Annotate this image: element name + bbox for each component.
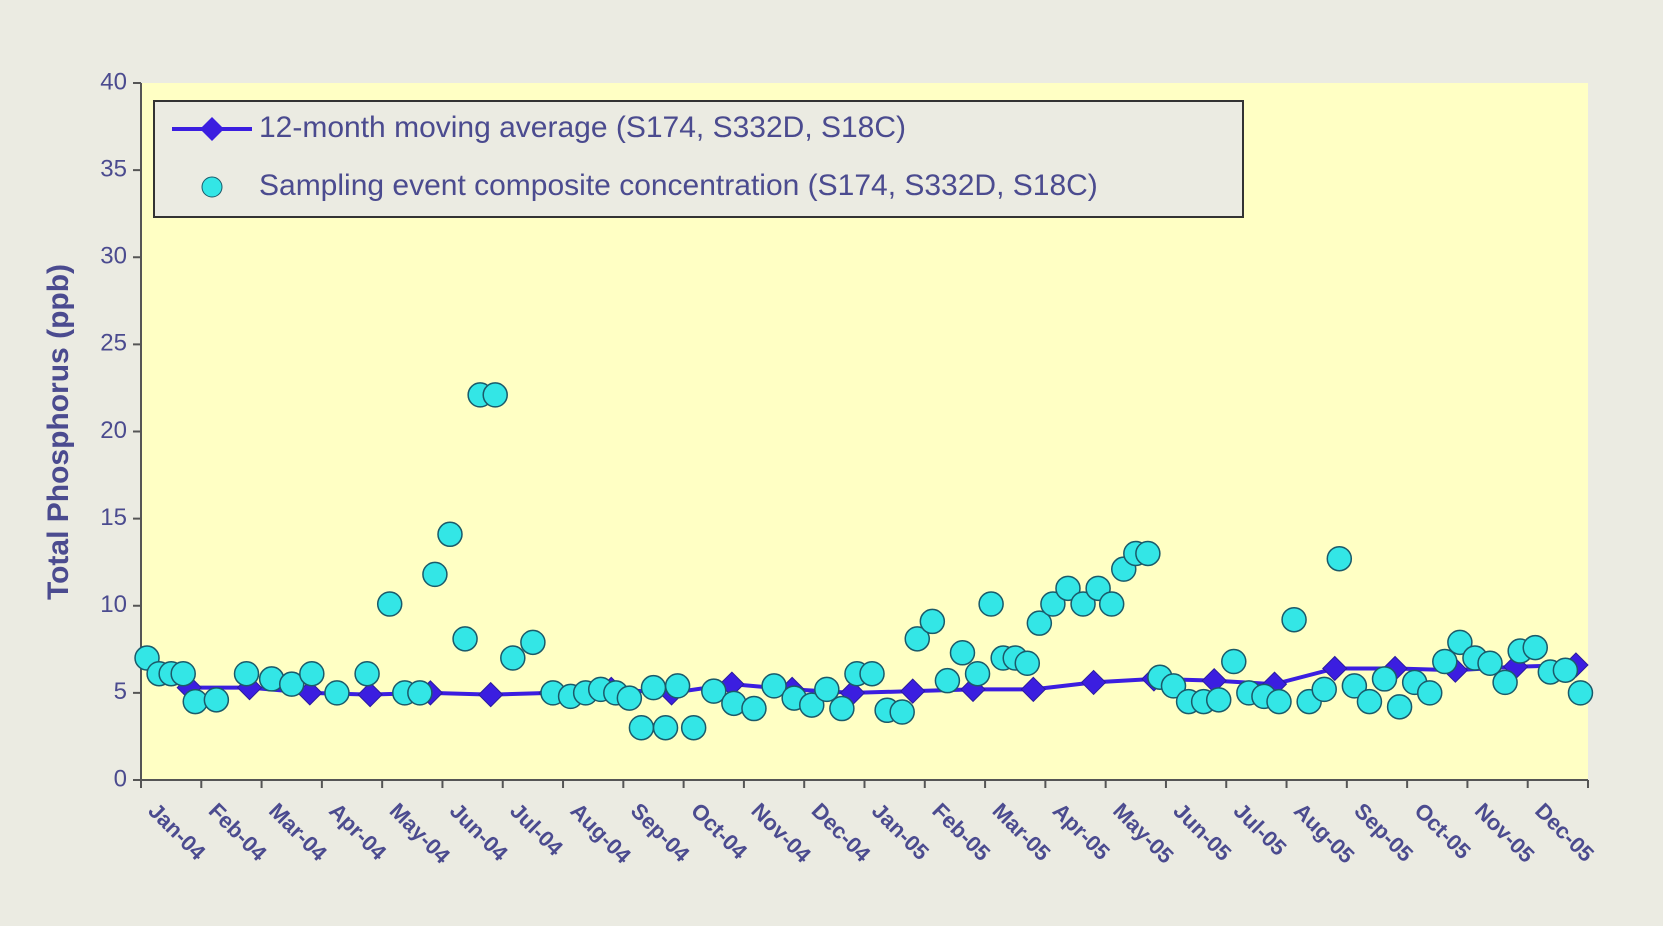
legend-box bbox=[153, 100, 1244, 218]
sample-point bbox=[1567, 680, 1594, 706]
legend: 12-month moving average (S174, S332D, S1… bbox=[153, 100, 1244, 218]
sample-point bbox=[203, 687, 230, 713]
sample-point bbox=[452, 626, 478, 652]
sample-point bbox=[741, 695, 767, 722]
sample-point bbox=[978, 591, 1004, 617]
y-tick-label: 40 bbox=[100, 68, 127, 95]
sample-point bbox=[1281, 606, 1307, 633]
sample-point bbox=[1552, 657, 1579, 683]
sample-point bbox=[500, 645, 526, 671]
sample-point bbox=[761, 673, 787, 699]
sample-point bbox=[964, 660, 991, 687]
sample-point bbox=[1447, 629, 1473, 656]
y-tick-label: 15 bbox=[100, 504, 127, 531]
sample-point bbox=[664, 673, 691, 699]
sample-point bbox=[354, 660, 380, 687]
sample-point bbox=[628, 714, 655, 741]
sample-point bbox=[1386, 694, 1413, 720]
sample-point bbox=[376, 591, 403, 617]
sample-point bbox=[814, 676, 840, 703]
legend-marker bbox=[200, 117, 224, 141]
sample-point bbox=[1416, 680, 1443, 706]
sample-point bbox=[233, 660, 260, 687]
sample-point bbox=[1221, 648, 1247, 675]
sample-point bbox=[1356, 688, 1383, 715]
sample-point bbox=[182, 688, 209, 715]
sample-point bbox=[859, 660, 885, 687]
sample-point bbox=[324, 680, 350, 706]
sample-point bbox=[278, 671, 305, 697]
sample-point bbox=[652, 714, 679, 741]
average-marker bbox=[357, 681, 383, 708]
sample-point bbox=[616, 685, 643, 711]
sample-point bbox=[701, 678, 727, 704]
sample-point bbox=[170, 660, 196, 687]
sample-point bbox=[1040, 591, 1066, 617]
sample-point bbox=[1371, 666, 1398, 692]
y-tick-label: 30 bbox=[100, 243, 127, 270]
sample-point bbox=[934, 667, 961, 694]
y-tick-label: 20 bbox=[100, 417, 127, 444]
sample-point bbox=[889, 699, 915, 725]
sample-point bbox=[829, 695, 855, 722]
sample-point bbox=[640, 674, 667, 701]
sample-point bbox=[1098, 591, 1125, 617]
y-tick-label: 25 bbox=[100, 330, 127, 357]
sample-point bbox=[904, 626, 931, 652]
sample-point bbox=[1492, 669, 1518, 696]
average-marker bbox=[900, 678, 926, 704]
sample-point bbox=[1160, 673, 1187, 699]
average-marker bbox=[1020, 676, 1047, 703]
sample-point bbox=[1135, 540, 1161, 567]
legend-label: Sampling event composite concentration (… bbox=[259, 169, 1098, 202]
sample-point bbox=[1432, 648, 1458, 675]
sample-point bbox=[1266, 688, 1292, 715]
sample-point bbox=[1341, 673, 1368, 699]
sample-point bbox=[1311, 676, 1337, 703]
sample-point bbox=[1326, 545, 1353, 572]
sample-point bbox=[1026, 610, 1053, 636]
sample-point bbox=[1205, 687, 1232, 713]
y-tick-label: 5 bbox=[114, 678, 127, 705]
y-axis-label: Total Phosphorus (ppb) bbox=[42, 264, 75, 600]
sample-point bbox=[482, 382, 508, 408]
sample-point bbox=[1014, 650, 1041, 677]
legend-marker bbox=[201, 176, 223, 198]
sample-point bbox=[949, 640, 976, 666]
sample-point bbox=[437, 521, 463, 548]
average-marker bbox=[477, 681, 504, 708]
sample-point bbox=[1522, 634, 1548, 661]
sample-point bbox=[520, 629, 546, 656]
sample-point bbox=[299, 660, 325, 687]
average-marker bbox=[1322, 655, 1348, 682]
sample-point bbox=[919, 608, 946, 635]
average-marker bbox=[1080, 669, 1107, 696]
legend-label: 12-month moving average (S174, S332D, S1… bbox=[259, 111, 906, 144]
sample-point bbox=[1070, 591, 1096, 617]
y-tick-label: 0 bbox=[114, 765, 127, 792]
sample-point bbox=[407, 680, 433, 706]
y-tick-label: 35 bbox=[100, 155, 127, 182]
sample-point bbox=[422, 561, 448, 588]
sample-point bbox=[798, 692, 825, 718]
sample-point bbox=[680, 714, 707, 741]
sample-point bbox=[1055, 575, 1081, 602]
sample-point bbox=[1477, 650, 1503, 677]
y-tick-label: 10 bbox=[100, 591, 127, 618]
